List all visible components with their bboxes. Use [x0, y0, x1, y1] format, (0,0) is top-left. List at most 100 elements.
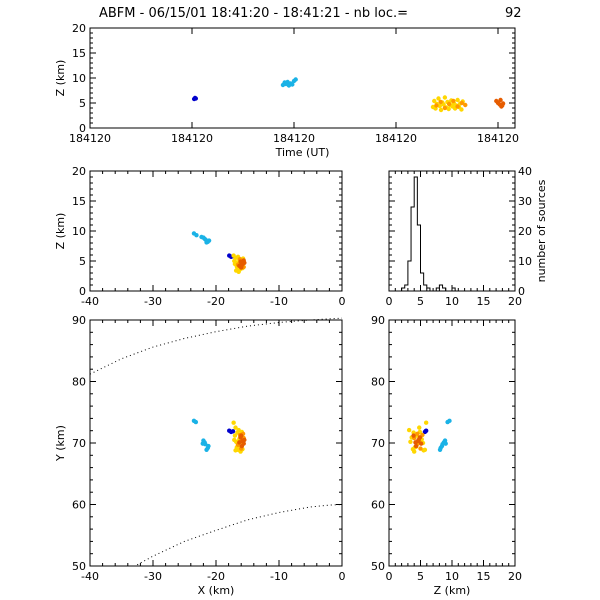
y-axis-label: number of sources — [535, 179, 548, 282]
x-tick-label: 184120 — [273, 132, 315, 145]
y-tick-label: 0 — [79, 285, 86, 298]
source-point-yellow — [441, 102, 446, 107]
source-point-yellow — [417, 425, 422, 430]
x-tick-label: 184120 — [69, 132, 111, 145]
time-height-frame — [89, 27, 516, 129]
source-point-dark-orange — [237, 440, 242, 445]
figure-title: ABFM - 06/15/01 18:41:20 - 18:41:21 - nb… — [99, 6, 408, 21]
y-tick-label: 20 — [518, 225, 532, 238]
source-point-yellow — [233, 448, 238, 453]
plan-view-frame — [89, 319, 343, 567]
source-point-yellow — [233, 255, 238, 261]
source-point-cyan — [293, 77, 298, 82]
source-point-yellow — [459, 107, 464, 112]
source-point-cyan — [443, 441, 448, 446]
source-point-yellow — [446, 106, 451, 112]
network-range-boundary — [137, 504, 343, 566]
x-tick-label: 0 — [339, 570, 346, 583]
source-point-dark-orange — [242, 260, 247, 265]
source-point-cyan — [437, 447, 443, 452]
y-tick-label: 40 — [518, 165, 532, 178]
y-tick-label: 15 — [72, 47, 86, 60]
network-range-boundary — [89, 317, 343, 375]
y-tick-label: 70 — [371, 437, 385, 450]
source-point-cyan — [206, 443, 211, 449]
source-point-yellow — [411, 430, 416, 435]
x-tick-label: -20 — [207, 295, 225, 308]
x-tick-label: -30 — [144, 570, 162, 583]
height-y-panel: 0 5 10 15 20 50 60 70 80 90 Z (km) — [371, 314, 522, 597]
source-point-yellow — [438, 107, 444, 113]
source-point-dark-orange — [413, 443, 419, 449]
source-point-orange — [446, 101, 452, 107]
source-point-dark-orange — [239, 265, 244, 270]
source-point-yellow — [410, 446, 416, 452]
y-tick-label: 30 — [518, 195, 532, 208]
source-point-orange — [434, 103, 439, 108]
x-tick-label: 0 — [386, 570, 393, 583]
source-point-dark-orange — [242, 437, 247, 443]
y-tick-label: 60 — [72, 499, 86, 512]
y-tick-label: 0 — [79, 122, 86, 135]
x-tick-label: 0 — [386, 295, 393, 308]
x-axis-label: X (km) — [198, 584, 235, 597]
source-point-dark-orange — [500, 103, 505, 108]
x-height-panel: -40 -30 -20 -10 0 0 5 10 15 20 Z (km) — [54, 165, 346, 308]
x-tick-label: 10 — [445, 570, 459, 583]
x-tick-label: 15 — [477, 295, 491, 308]
y-tick-label: 80 — [371, 376, 385, 389]
x-tick-label: 184120 — [375, 132, 417, 145]
x-height-frame — [89, 170, 343, 292]
source-point-cyan — [200, 441, 205, 446]
source-point-yellow — [236, 427, 241, 433]
y-tick-label: 20 — [72, 22, 86, 35]
source-point-orange — [455, 104, 460, 109]
source-point-orange — [438, 99, 443, 105]
source-point-yellow — [432, 98, 437, 104]
source-point-orange — [415, 431, 420, 436]
source-point-yellow — [408, 439, 413, 444]
histogram-line — [401, 176, 515, 292]
source-point-orange — [442, 105, 448, 111]
x-tick-label: 184120 — [477, 132, 519, 145]
source-point-dark-orange — [239, 433, 244, 438]
source-point-cyan — [439, 443, 445, 449]
source-point-yellow — [436, 96, 441, 101]
source-point-dark-orange — [413, 440, 418, 445]
source-count: 92 — [505, 6, 522, 21]
source-point-orange — [418, 446, 423, 451]
x-tick-label: 0 — [339, 295, 346, 308]
source-point-cyan — [199, 234, 204, 240]
source-point-yellow — [406, 427, 412, 433]
source-point-cyan — [194, 233, 199, 238]
y-axis-label: Y (km) — [54, 425, 67, 462]
source-point-cyan — [445, 419, 450, 425]
source-point-yellow — [423, 420, 429, 425]
y-tick-label: 0 — [518, 285, 525, 298]
x-tick-label: -40 — [81, 570, 99, 583]
x-tick-label: -40 — [81, 295, 99, 308]
y-tick-label: 5 — [79, 97, 86, 110]
y-tick-label: 10 — [72, 225, 86, 238]
time-height-panel: 184120 184120 184120 184120 18412005101520Ti… — [54, 22, 519, 159]
source-point-yellow — [232, 433, 238, 438]
source-point-dark-blue — [230, 429, 236, 434]
source-point-yellow — [437, 103, 442, 109]
x-axis-label: Z (km) — [434, 584, 471, 597]
plan-view-panel: -40 -30 -20 -10 0 50 60 70 80 90 X (km) Y (km) — [54, 314, 346, 597]
source-point-cyan — [204, 447, 209, 452]
x-tick-label: 15 — [477, 570, 491, 583]
source-point-dark-orange — [418, 441, 424, 446]
x-tick-label: 5 — [417, 570, 424, 583]
y-tick-label: 90 — [72, 314, 86, 327]
x-tick-label: -30 — [144, 295, 162, 308]
x-axis-label: Time (UT) — [275, 146, 330, 159]
y-tick-label: 50 — [371, 560, 385, 573]
x-tick-label: 5 — [417, 295, 424, 308]
y-tick-label: 10 — [72, 72, 86, 85]
source-point-dark-orange — [416, 437, 421, 443]
y-tick-label: 5 — [79, 255, 86, 268]
x-tick-label: 20 — [508, 295, 522, 308]
source-point-yellow — [231, 420, 236, 425]
